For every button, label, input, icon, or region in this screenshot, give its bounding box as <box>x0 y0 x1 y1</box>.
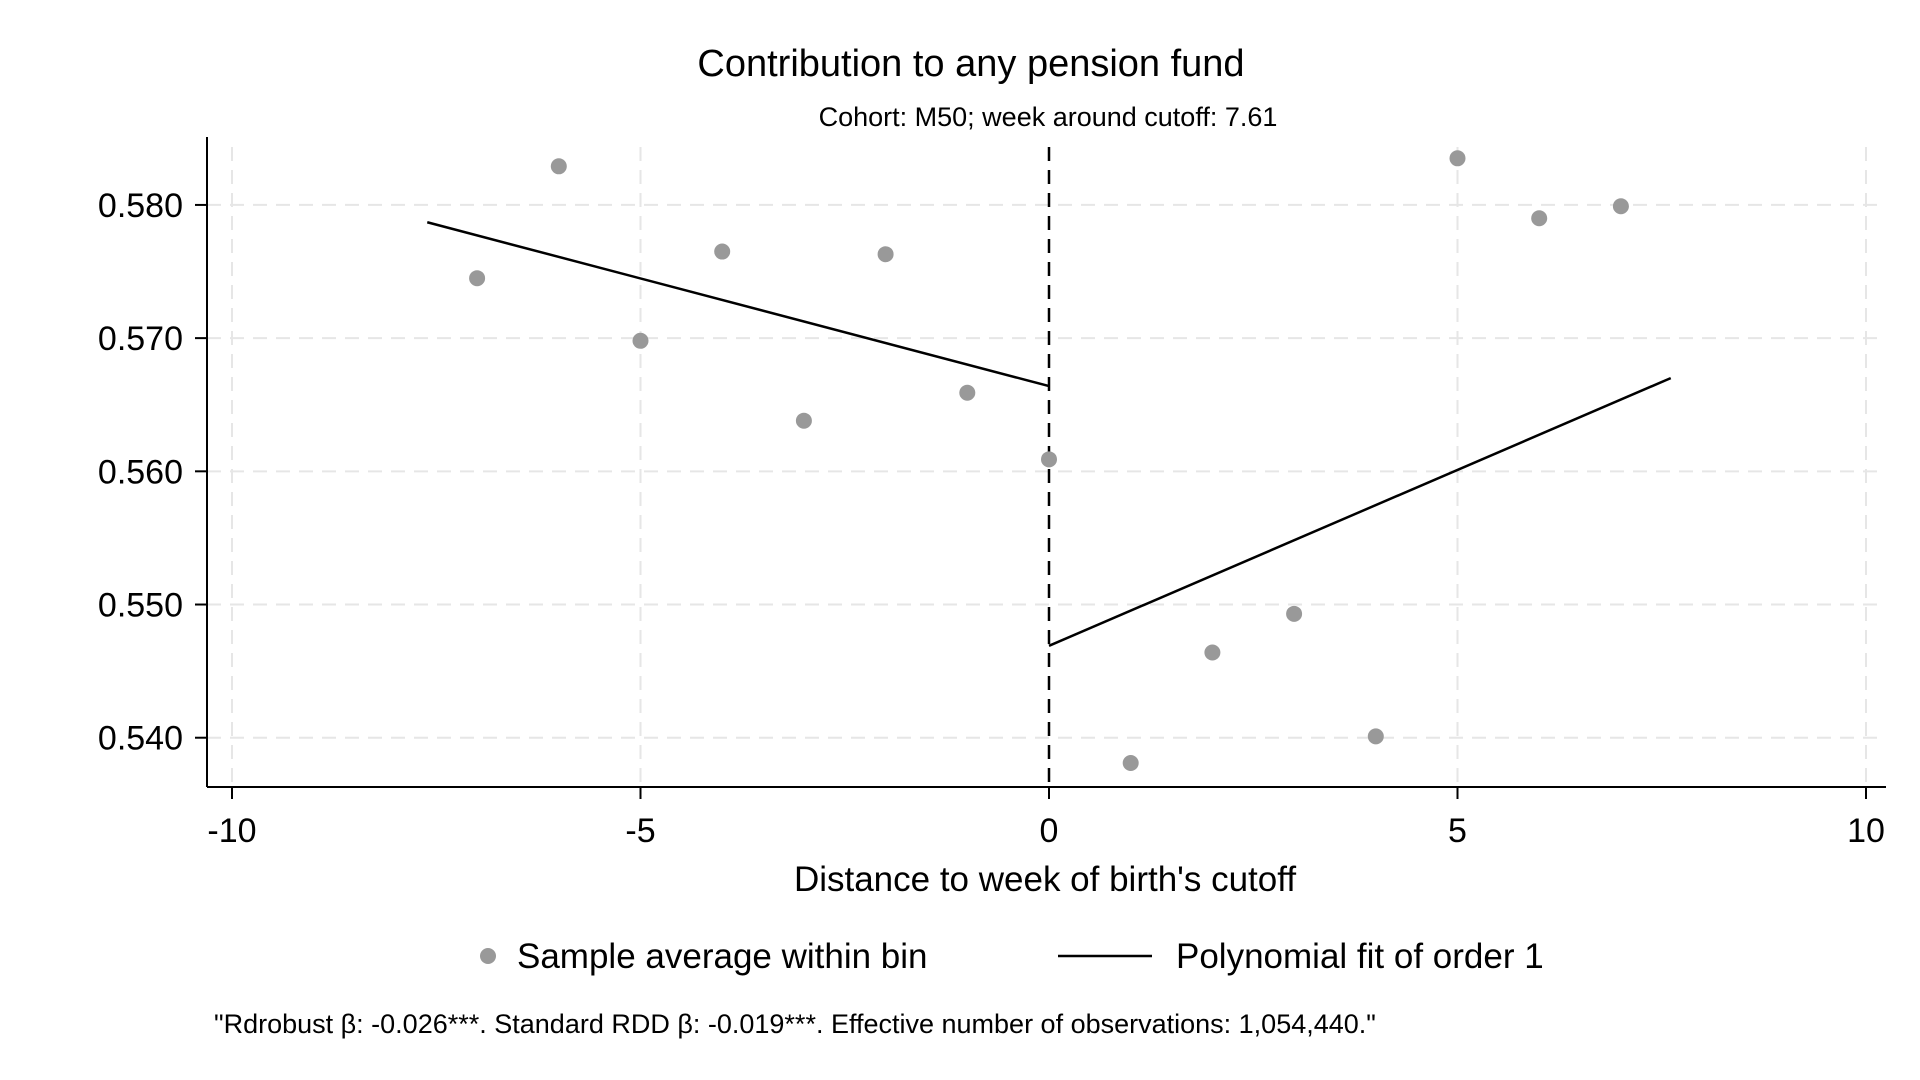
legend-label-scatter: Sample average within bin <box>517 937 928 976</box>
y-axis-ticks: 0.540 0.550 0.560 0.570 0.580 <box>98 187 207 758</box>
x-tick-label-0: -10 <box>207 812 256 850</box>
legend-marker-scatter <box>480 948 496 964</box>
data-point-9 <box>1204 644 1221 661</box>
data-point-1 <box>550 158 567 175</box>
x-tick-label-1: -5 <box>625 812 655 850</box>
data-point-4 <box>795 412 812 429</box>
x-tick-label-2: 0 <box>1040 812 1059 850</box>
data-point-5 <box>877 246 894 263</box>
x-tick-label-3: 5 <box>1448 812 1467 850</box>
fit-lines <box>426 221 1672 647</box>
scatter-points <box>469 150 1629 772</box>
fit-line-segment-0 <box>426 221 1050 388</box>
legend: Sample average within bin Polynomial fit… <box>480 937 1544 976</box>
chart-subtitle: Cohort: M50; week around cutoff: 7.61 <box>819 102 1278 132</box>
data-point-14 <box>1612 198 1629 215</box>
data-point-10 <box>1286 605 1303 622</box>
chart-title: Contribution to any pension fund <box>697 43 1244 85</box>
x-axis-ticks: -10 -5 0 5 10 <box>207 787 1885 850</box>
data-point-12 <box>1449 150 1466 167</box>
axes <box>206 137 1886 788</box>
y-tick-label-0: 0.540 <box>98 720 183 758</box>
data-point-11 <box>1367 728 1384 745</box>
data-point-0 <box>469 270 486 287</box>
legend-label-line: Polynomial fit of order 1 <box>1176 937 1544 976</box>
data-point-2 <box>632 332 649 349</box>
y-tick-label-4: 0.580 <box>98 187 183 225</box>
data-point-6 <box>959 384 976 401</box>
y-tick-label-3: 0.570 <box>98 320 183 358</box>
fit-line-segment-1 <box>1048 376 1672 647</box>
x-tick-label-4: 10 <box>1847 812 1885 850</box>
x-axis-label: Distance to week of birth's cutoff <box>794 860 1296 899</box>
y-tick-label-1: 0.550 <box>98 587 183 625</box>
data-point-8 <box>1122 755 1139 772</box>
data-point-3 <box>714 243 731 260</box>
y-tick-label-2: 0.560 <box>98 453 183 491</box>
data-point-7 <box>1041 451 1057 468</box>
chart-note: "Rdrobust β: -0.026***. Standard RDD β: … <box>214 1009 1376 1039</box>
grid-lines <box>207 147 1886 787</box>
data-point-13 <box>1531 210 1548 227</box>
